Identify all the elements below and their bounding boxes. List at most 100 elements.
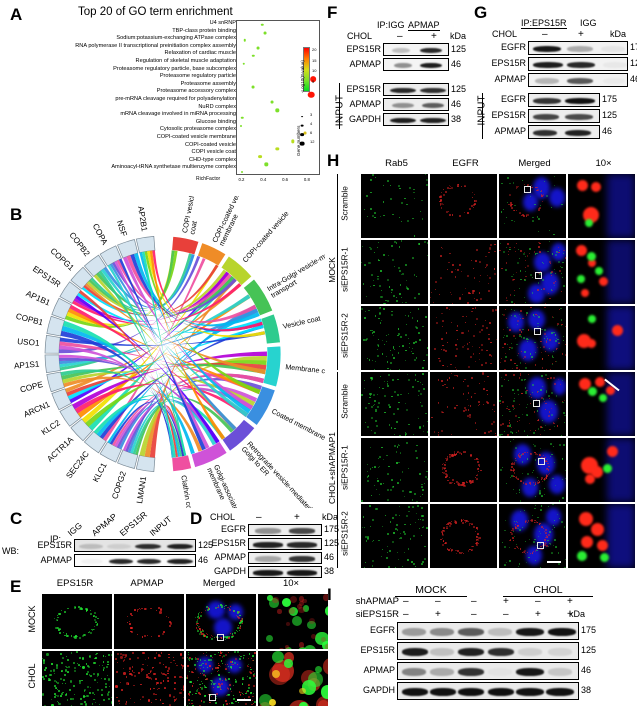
blot-row: GAPDH 38	[190, 566, 334, 580]
nucleus	[508, 312, 525, 332]
microscopy-image	[568, 438, 635, 502]
blot-band	[81, 558, 103, 565]
fluorescent-puncta	[486, 402, 489, 405]
fluorescent-puncta	[522, 317, 524, 320]
fluorescent-puncta	[246, 664, 249, 667]
panel-d-treatment-label: CHOL	[210, 512, 236, 522]
fluorescent-puncta	[476, 528, 479, 530]
fluorescent-puncta	[447, 186, 450, 189]
blot-lane-box	[397, 682, 579, 700]
fluorescent-puncta	[231, 633, 234, 635]
fluorescent-puncta	[540, 340, 542, 342]
fluorescent-puncta	[413, 563, 415, 565]
fluorescent-puncta	[96, 652, 99, 655]
fluorescent-puncta	[433, 302, 435, 304]
fluorescent-puncta	[426, 254, 428, 257]
circos-term-label: Retrograde vesicle-mediated transportGol…	[240, 439, 325, 508]
fluorescent-puncta	[285, 644, 290, 649]
fluorescent-puncta	[60, 671, 62, 673]
fluorescent-puncta	[134, 674, 137, 677]
blot-lane-box	[248, 538, 322, 550]
fluorescent-puncta	[519, 454, 522, 457]
fluorescent-puncta	[559, 383, 562, 386]
fluorescent-puncta	[538, 481, 541, 483]
fluorescent-puncta	[531, 186, 534, 189]
fluorescent-puncta	[76, 636, 78, 638]
fluorescent-puncta	[388, 334, 390, 336]
fluorescent-puncta	[159, 611, 162, 614]
fluorescent-puncta	[440, 538, 443, 541]
fluorescent-puncta	[88, 656, 90, 658]
fluorescent-puncta	[108, 685, 110, 687]
fluorescent-puncta	[405, 286, 408, 288]
fluorescent-puncta	[406, 288, 409, 291]
fluorescent-puncta	[506, 334, 509, 337]
fluorescent-puncta	[416, 444, 418, 447]
fluorescent-puncta	[511, 533, 514, 536]
fluorescent-puncta	[398, 368, 400, 370]
fluorescent-puncta	[73, 635, 76, 639]
fluorescent-puncta	[459, 297, 462, 300]
microscopy-image	[499, 372, 566, 436]
fluorescent-puncta	[462, 482, 465, 485]
fluorescent-puncta	[513, 475, 516, 478]
fluorescent-puncta	[527, 473, 529, 475]
fluorescent-puncta	[474, 297, 476, 300]
fluorescent-puncta	[421, 405, 424, 407]
fluorescent-puncta	[517, 393, 520, 396]
fluorescent-puncta	[196, 624, 199, 627]
blot-protein-label: EPS15R	[360, 645, 395, 655]
fluorescent-puncta	[388, 404, 390, 407]
fluorescent-puncta	[464, 287, 466, 290]
fluorescent-puncta	[391, 310, 393, 313]
fluorescent-puncta	[302, 598, 307, 604]
fluorescent-puncta	[220, 688, 222, 691]
fluorescent-puncta	[453, 452, 455, 454]
fluorescent-puncta	[309, 618, 315, 625]
fluorescent-puncta	[561, 266, 563, 268]
fluorescent-puncta	[439, 200, 441, 203]
fluorescent-puncta	[395, 296, 397, 298]
fluorescent-puncta	[398, 558, 400, 560]
fluorescent-puncta	[490, 244, 493, 247]
blot-protein-label: EGFR	[500, 94, 526, 104]
fluorescent-puncta	[390, 361, 393, 364]
fluorescent-puncta	[454, 343, 457, 346]
fluorescent-puncta	[543, 332, 546, 335]
blot-kda-label: 175	[581, 625, 597, 635]
fluorescent-puncta	[444, 472, 447, 475]
fluorescent-puncta	[71, 705, 73, 706]
fluorescent-puncta	[442, 326, 444, 328]
fluorescent-puncta	[222, 655, 225, 658]
fluorescent-puncta	[456, 324, 459, 326]
fluorescent-puncta	[404, 551, 406, 553]
blot-band	[390, 87, 416, 94]
blot-band	[518, 648, 542, 656]
fluorescent-puncta	[162, 702, 164, 704]
fluorescent-puncta	[376, 348, 378, 350]
fluorescent-puncta	[187, 692, 190, 695]
fluorescent-puncta	[406, 279, 408, 281]
fluorescent-puncta	[92, 628, 94, 630]
fluorescent-puncta	[407, 219, 410, 222]
fluorescent-puncta	[62, 678, 65, 681]
fluorescent-puncta	[222, 663, 224, 665]
fluorescent-puncta	[58, 702, 61, 706]
fluorescent-puncta	[197, 615, 199, 617]
fluorescent-puncta	[515, 188, 517, 190]
fluorescent-puncta	[517, 527, 519, 530]
fluorescent-puncta	[391, 395, 393, 397]
fluorescent-puncta	[201, 611, 203, 613]
fluorescent-puncta	[248, 684, 250, 686]
panel-e-row-label: MOCK	[27, 605, 37, 633]
fluorescent-puncta	[523, 278, 526, 281]
fluorescent-puncta	[196, 621, 198, 623]
blot-kda-label: 125	[602, 110, 618, 120]
fluorescent-puncta	[269, 597, 279, 608]
circos-ribbon	[66, 362, 267, 397]
fluorescent-puncta	[163, 664, 165, 666]
fluorescent-puncta	[521, 473, 523, 475]
fluorescent-puncta	[384, 380, 386, 382]
fluorescent-puncta	[516, 493, 517, 495]
